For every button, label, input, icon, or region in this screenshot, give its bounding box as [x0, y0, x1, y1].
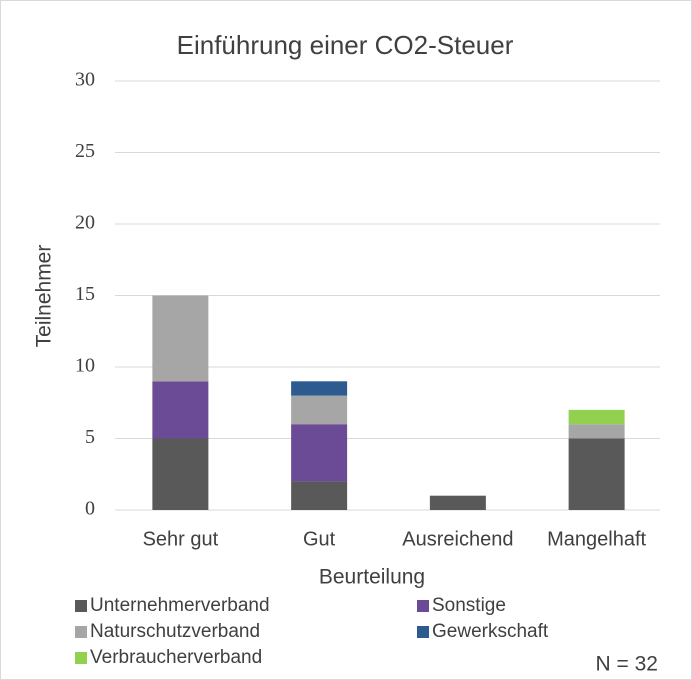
y-tick-label: 10: [75, 355, 95, 377]
y-tick-label: 0: [85, 498, 95, 520]
bar-segment: [429, 495, 486, 510]
legend-swatch: [417, 626, 429, 638]
y-tick-label: 25: [75, 140, 95, 162]
bar-segment: [291, 424, 348, 482]
bar-segment: [568, 438, 625, 510]
y-axis-label: Teilnehmer: [33, 245, 56, 348]
bar-segment: [291, 395, 348, 425]
x-tick-label: Mangelhaft: [547, 528, 646, 550]
x-tick-label: Ausreichend: [402, 528, 513, 550]
x-axis-label: Beurteilung: [319, 566, 425, 589]
legend-swatch: [417, 600, 429, 612]
legend-label: Unternehmerverband: [90, 595, 270, 616]
bar-segment: [291, 481, 348, 510]
annotation: N = 32: [596, 653, 658, 676]
chart-title: Einführung einer CO2-Steuer: [177, 30, 514, 60]
bar-segment: [152, 438, 209, 510]
legend-swatch: [75, 626, 87, 638]
bar-segment: [291, 381, 348, 396]
legend-label: Verbraucherverband: [90, 647, 262, 668]
bar-segment: [568, 424, 625, 439]
legend-label: Sonstige: [432, 595, 506, 616]
legend-swatch: [75, 600, 87, 612]
y-tick-label: 15: [75, 283, 95, 305]
y-tick-label: 5: [85, 426, 95, 448]
x-tick-label: Gut: [303, 528, 336, 550]
y-tick-label: 20: [75, 212, 95, 234]
legend-label: Naturschutzverband: [90, 621, 260, 642]
legend-swatch: [75, 652, 87, 664]
legend-label: Gewerkschaft: [432, 621, 549, 642]
bar-segment: [568, 409, 625, 425]
y-tick-label: 30: [75, 69, 95, 91]
x-tick-label: Sehr gut: [143, 528, 219, 550]
bar-segment: [152, 295, 209, 382]
bar-segment: [152, 381, 209, 439]
